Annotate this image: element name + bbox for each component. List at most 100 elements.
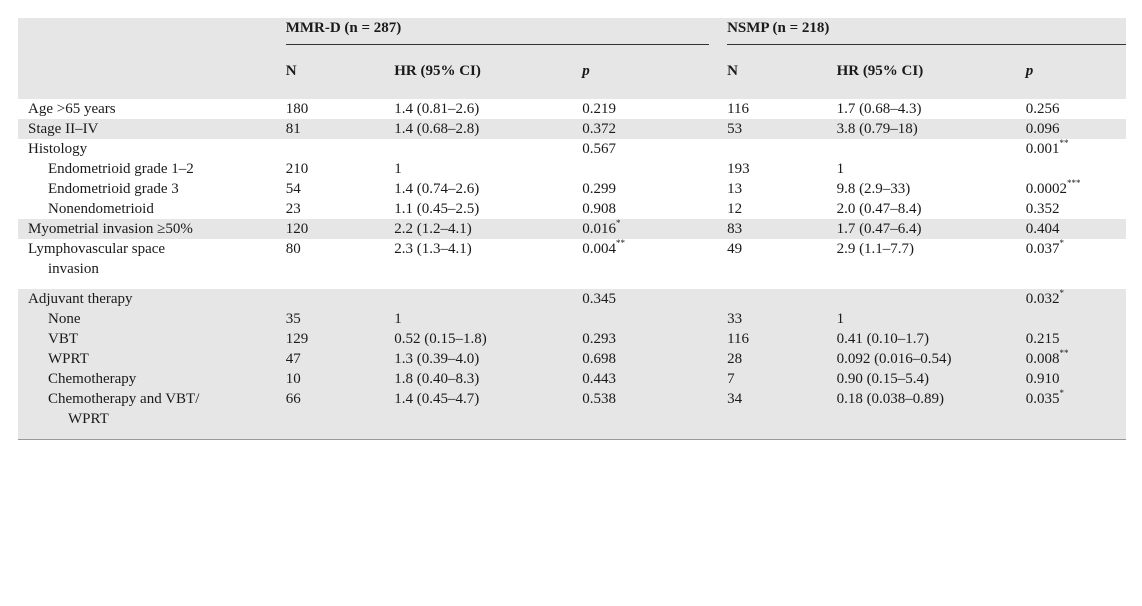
row-label: Chemotherapy and VBT/WPRT bbox=[18, 389, 286, 440]
row-label: Age >65 years bbox=[18, 99, 286, 119]
mmr-hr-cell bbox=[394, 289, 582, 309]
nsmp-p-cell-text: 0.256 bbox=[1025, 101, 1060, 117]
significance-marker: * bbox=[615, 218, 621, 228]
nsmp-p-cell: 0.0002*** bbox=[1026, 179, 1126, 199]
nsmp-n-cell-text: 34 bbox=[727, 391, 743, 407]
mmr-hr-cell: 0.52 (0.15–1.8) bbox=[394, 329, 582, 349]
mmr-hr-cell: 1.4 (0.74–2.6) bbox=[394, 179, 582, 199]
mmr-hr-cell-text: 1 bbox=[394, 311, 402, 327]
row-label-continuation: WPRT bbox=[68, 411, 109, 427]
nsmp-n-cell-text: 13 bbox=[727, 181, 743, 197]
row-label: Chemotherapy bbox=[18, 369, 286, 389]
nsmp-p-cell-text: 0.035 bbox=[1025, 391, 1060, 407]
mmr-p-cell-text: 0.698 bbox=[582, 351, 616, 367]
table-row: Age >65 years 180 1.4 (0.81–2.6) 0.219 116 1.… bbox=[18, 99, 1126, 119]
row-label-text: Histology bbox=[28, 141, 88, 157]
nsmp-n-cell-text: 7 bbox=[727, 371, 735, 387]
row-label-text: Adjuvant therapy bbox=[28, 291, 133, 307]
header-p-mmr: p bbox=[582, 63, 590, 79]
header-row-groups: MMR-D (n = 287) NSMP (n = 218) bbox=[18, 18, 1126, 61]
header-group-nsmp: NSMP (n = 218) bbox=[727, 18, 1126, 61]
nsmp-n-cell: 49 bbox=[727, 239, 836, 289]
mmr-p-cell-text: 0.016 bbox=[582, 221, 616, 237]
mmr-p-cell: 0.345 bbox=[582, 289, 727, 309]
mmr-p-cell-text: 0.004 bbox=[582, 241, 616, 257]
nsmp-hr-cell bbox=[837, 289, 1026, 309]
nsmp-p-cell-text: 0.032 bbox=[1025, 291, 1060, 307]
nsmp-n-cell bbox=[727, 139, 836, 159]
mmr-p-cell-text: 0.293 bbox=[582, 331, 616, 347]
significance-marker: * bbox=[1059, 238, 1065, 248]
nsmp-n-cell-text: 116 bbox=[727, 101, 750, 117]
mmr-hr-cell: 2.2 (1.2–4.1) bbox=[394, 219, 582, 239]
mmr-hr-cell: 1.4 (0.81–2.6) bbox=[394, 99, 582, 119]
nsmp-n-cell: 116 bbox=[727, 329, 836, 349]
table-row: Endometrioid grade 1–2 210 1 193 1 bbox=[18, 159, 1126, 179]
nsmp-n-cell-text: 53 bbox=[727, 121, 743, 137]
table-row: Histology 0.567 0.001** bbox=[18, 139, 1126, 159]
mmr-n-cell-text: 81 bbox=[285, 121, 301, 137]
mmr-p-cell-text: 0.908 bbox=[582, 201, 616, 217]
mmr-n-cell: 210 bbox=[286, 159, 395, 179]
nsmp-hr-cell-text: 3.8 (0.79–18) bbox=[836, 121, 918, 137]
nsmp-p-cell-text: 0.037 bbox=[1025, 241, 1060, 257]
nsmp-n-cell: 33 bbox=[727, 309, 836, 329]
nsmp-p-cell-text: 0.096 bbox=[1025, 121, 1060, 137]
mmr-hr-cell-text: 1.1 (0.45–2.5) bbox=[394, 201, 480, 217]
row-label-text: Lymphovascular space bbox=[28, 241, 166, 257]
results-table: MMR-D (n = 287) NSMP (n = 218) N HR (95%… bbox=[18, 18, 1126, 440]
mmr-n-cell-text: 66 bbox=[285, 391, 301, 407]
mmr-hr-cell: 1.4 (0.68–2.8) bbox=[394, 119, 582, 139]
mmr-p-cell: 0.299 bbox=[582, 179, 727, 199]
table-row: Chemotherapy 10 1.8 (0.40–8.3) 0.443 7 0.90 (… bbox=[18, 369, 1126, 389]
nsmp-n-cell: 7 bbox=[727, 369, 836, 389]
mmr-hr-cell-text: 1.8 (0.40–8.3) bbox=[394, 371, 480, 387]
nsmp-n-cell: 34 bbox=[727, 389, 837, 440]
mmr-p-cell-text: 0.372 bbox=[582, 121, 616, 137]
mmr-p-cell: 0.443 bbox=[582, 369, 727, 389]
nsmp-n-cell: 13 bbox=[727, 179, 836, 199]
mmr-p-cell-text: 0.219 bbox=[582, 101, 616, 117]
nsmp-n-cell-text: 12 bbox=[727, 201, 743, 217]
nsmp-p-cell: 0.035* bbox=[1025, 388, 1126, 440]
row-label-text: WPRT bbox=[48, 351, 89, 367]
mmr-n-cell-text: 54 bbox=[285, 181, 301, 197]
mmr-n-cell-text: 35 bbox=[285, 311, 301, 327]
mmr-n-cell-text: 47 bbox=[285, 351, 301, 367]
nsmp-hr-cell-text: 1 bbox=[836, 161, 845, 177]
mmr-p-cell: 0.538 bbox=[582, 389, 728, 440]
table-row: Endometrioid grade 3 54 1.4 (0.74–2.6) 0.29… bbox=[18, 179, 1126, 199]
significance-marker: * bbox=[1059, 388, 1065, 398]
significance-marker: ** bbox=[1059, 138, 1069, 148]
mmr-p-cell: 0.372 bbox=[582, 119, 727, 139]
mmr-p-cell-text: 0.538 bbox=[582, 391, 616, 407]
nsmp-hr-cell: 1 bbox=[837, 309, 1026, 329]
table-row: VBT 129 0.52 (0.15–1.8) 0.293 116 0.41 (0.10–… bbox=[18, 329, 1126, 349]
nsmp-hr-cell-text: 0.90 (0.15–5.4) bbox=[836, 371, 930, 387]
mmr-n-cell: 23 bbox=[286, 199, 395, 219]
nsmp-p-cell-text: 0.910 bbox=[1025, 371, 1060, 387]
nsmp-hr-cell: 9.8 (2.9–33) bbox=[837, 179, 1026, 199]
nsmp-p-cell: 0.037* bbox=[1026, 239, 1126, 289]
mmr-hr-cell: 1.1 (0.45–2.5) bbox=[394, 199, 582, 219]
table-row: Nonendometrioid 23 1.1 (0.45–2.5) 0.908 12 2.… bbox=[18, 199, 1126, 219]
nsmp-p-cell: 0.404 bbox=[1026, 219, 1126, 239]
nsmp-p-cell: 0.008** bbox=[1026, 349, 1126, 369]
nsmp-n-cell: 83 bbox=[727, 219, 836, 239]
mmr-hr-cell-text: 1.4 (0.45–4.7) bbox=[394, 391, 480, 407]
mmr-p-cell: 0.016* bbox=[582, 219, 727, 239]
mmr-hr-cell-text: 2.2 (1.2–4.1) bbox=[394, 221, 472, 237]
table-row: Adjuvant therapy 0.345 0.032* bbox=[18, 289, 1126, 309]
mmr-hr-cell bbox=[394, 139, 582, 159]
header-hr-mmr: HR (95% CI) bbox=[394, 63, 481, 79]
table-row: WPRT 47 1.3 (0.39–4.0) 0.698 28 0.092 (0.016–… bbox=[18, 349, 1126, 369]
row-label-text: None bbox=[48, 311, 81, 327]
mmr-p-cell: 0.567 bbox=[582, 139, 727, 159]
mmr-n-cell: 129 bbox=[286, 329, 395, 349]
nsmp-p-cell-text: 0.001 bbox=[1025, 141, 1060, 157]
mmr-p-cell: 0.698 bbox=[582, 349, 727, 369]
row-label-text: Stage II–IV bbox=[28, 121, 99, 137]
nsmp-hr-cell bbox=[837, 139, 1026, 159]
row-label: None bbox=[18, 309, 286, 329]
mmr-p-cell-text: 0.567 bbox=[582, 141, 616, 157]
